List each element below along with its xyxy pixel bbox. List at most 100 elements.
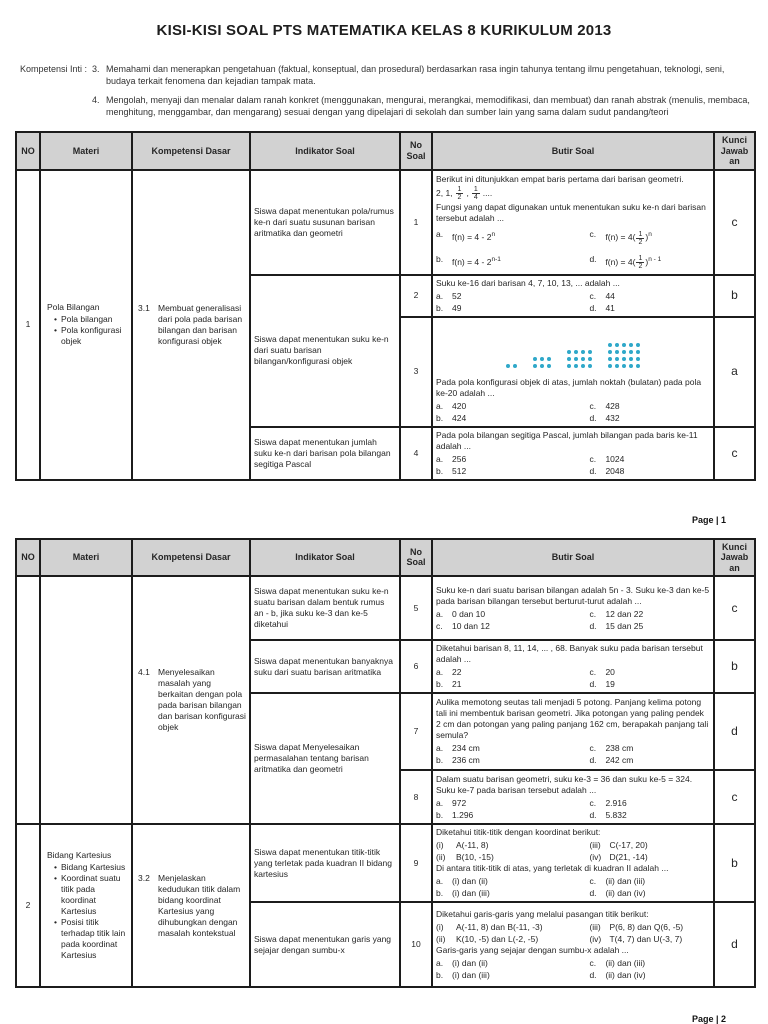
indikator-cell: Siswa dapat menentukan jumlah suku ke-n … [249, 425, 401, 481]
materi-cell: Bidang Kartesius • Bidang Kartesius • Koor… [39, 823, 133, 988]
question-text: Di antara titik-titik di atas, yang terl… [436, 863, 669, 873]
kisi-kisi-table-page2: NO Materi Kompetensi Dasar Indikator Soa… [15, 537, 756, 988]
option-b: b. f(n) = 4 - 2n-1 [436, 253, 501, 267]
table-row: Siswa dapat menentukan jumlah suku ke-n … [16, 425, 756, 481]
no-soal-cell: 5 [399, 575, 433, 641]
no-soal-cell: 9 [399, 823, 433, 903]
no-soal-cell: 8 [399, 769, 433, 825]
column-header-no: NO [15, 131, 41, 171]
kompetensi-dasar-cell: 3.1 Membuat generalisasi dari pola pada b… [131, 168, 251, 481]
kompetensi-inti-section: Kompetensi Inti : 3. Memahami dan menera… [20, 63, 750, 118]
no-soal-cell: 10 [399, 901, 433, 988]
options-grid: a. f(n) = 4 - 2n c. f(n) = 4(1 2)n b. f(n) =… [436, 229, 710, 269]
indikator-cell: Siswa dapat menentukan pola/rumus ke-n d… [249, 168, 401, 276]
table-row: Siswa dapat menentukan garis yang sejaja… [16, 901, 756, 988]
butir-soal-cell: Pada pola konfigurasi objek di atas, jum… [431, 315, 715, 428]
question-text: Garis-garis yang sejajar dengan sumbu-x … [436, 944, 629, 955]
no-soal-cell: 3 [399, 315, 433, 428]
column-header-kunci: Kunci Jawab an [713, 537, 756, 577]
column-header-materi: Materi [39, 537, 133, 577]
kisi-kisi-table-page1: NO Materi Kompetensi Dasar Indikator Soa… [15, 131, 756, 481]
options-grid: a. (i) dan (ii) c. (ii) dan (iii) b. (i) da… [436, 876, 646, 898]
kunci-jawaban-cell: c [713, 769, 756, 825]
option-a: a. f(n) = 4 - 2n [436, 229, 496, 243]
options-grid: a. (i) dan (ii) c. (ii) dan (iii) b. (i) da… [436, 957, 646, 980]
no-soal-cell: 7 [399, 692, 433, 771]
question-text: Pada pola konfigurasi objek di atas, jum… [436, 376, 702, 398]
no-soal-cell: 6 [399, 639, 433, 694]
kunci-jawaban-cell: c [713, 575, 756, 641]
materi-item: • Pola konfigurasi objek [54, 325, 122, 346]
options-grid: a. 420 c. 428 b. 424 d. 432 [436, 400, 620, 423]
table-row: 3 Pada pola konfigurasi objek di atas, j… [16, 315, 756, 428]
question-text: Aulika memotong seutas tali menjadi 5 po… [436, 697, 709, 740]
kompetensi-inti-label: Kompetensi Inti : [20, 64, 88, 74]
kunci-jawaban-cell: d [713, 901, 756, 988]
indikator-cell: Siswa dapat menentukan garis yang sejaja… [249, 901, 401, 988]
kunci-jawaban-cell: b [713, 273, 756, 318]
indikator-cell: Siswa dapat menentukan suku ke-n suatu b… [249, 575, 401, 641]
table-row: Siswa dapat menentukan suku ke-n dari su… [16, 273, 756, 428]
butir-soal-cell: Dalam suatu barisan geometri, suku ke-3 … [431, 769, 715, 825]
question-text: Diketahui titik-titik dengan koordinat b… [436, 827, 601, 837]
option-c: c. f(n) = 4(1 2)n [589, 229, 652, 246]
column-header-butir-soal: Butir Soal [431, 131, 715, 171]
column-header-materi: Materi [39, 131, 133, 171]
option-d: d. f(n) = 4(1 2)n - 1 [589, 253, 662, 270]
table-row: 2 Bidang Kartesius • Bidang Kartesius • Ko… [15, 823, 756, 988]
page-footer: Page | 2 [691, 1014, 726, 1024]
kompetensi-inti-item: 3. Memahami dan menerapkan pengetahuan (… [92, 64, 725, 86]
butir-soal-cell: Suku ke-16 dari barisan 4, 7, 10, 13, ..… [431, 273, 715, 318]
column-header-indikator: Indikator Soal [249, 537, 401, 577]
butir-soal-cell: Berikut ini ditunjukkan empat baris pert… [431, 168, 715, 276]
butir-soal-cell: Pada pola bilangan segitiga Pascal, juml… [431, 425, 715, 481]
question-text: Diketahui garis-garis yang melalui pasan… [436, 908, 649, 919]
points-grid: (i) A(-11, 8) dan B(-11, -3) (iii) P(6, 8)… [436, 921, 684, 944]
question-text: Suku ke-n dari suatu barisan bilangan ad… [436, 584, 710, 606]
kompetensi-dasar-cell: 4.1 Menyelesaikan masalah yang berkaitan … [131, 575, 251, 825]
page-title: KISI-KISI SOAL PTS MATEMATIKA KELAS 8 KU… [156, 22, 612, 39]
dot-pattern-figure [436, 326, 710, 368]
butir-soal-cell: Suku ke-n dari suatu barisan bilangan ad… [431, 575, 715, 641]
materi-item: • Posisi titik terhadap titik lain pada k… [54, 917, 126, 960]
butir-soal-cell: Diketahui titik-titik dengan koordinat b… [431, 823, 715, 903]
column-header-kompetensi-dasar: Kompetensi Dasar [131, 537, 251, 577]
kunci-jawaban-cell: d [713, 692, 756, 771]
column-header-butir-soal: Butir Soal [431, 537, 715, 577]
question-text: Berikut ini ditunjukkan empat baris pert… [436, 174, 684, 185]
options-grid: a. 22 c. 20 b. 21 d. 19 [436, 667, 615, 689]
options-grid: a. 256 c. 1024 b. 512 d. 2048 [436, 453, 625, 476]
row-number-cell: 2 [15, 823, 41, 988]
indikator-cell: Siswa dapat menentukan suku ke-n dari su… [249, 273, 401, 428]
options-grid: a. 52 c. 44 b. 49 d. 41 [436, 290, 615, 313]
materi-item: • Pola bilangan [54, 314, 113, 324]
table-row: 1 Pola Bilangan • Pola bilangan • Pola kon… [15, 168, 756, 481]
no-soal-cell: 2 [399, 273, 433, 318]
no-soal-cell: 4 [399, 425, 433, 481]
column-header-no: NO [15, 537, 41, 577]
no-soal-cell: 1 [399, 168, 433, 276]
kompetensi-dasar-cell: 3.2 Menjelaskan kedudukan titik dalam bid… [131, 823, 251, 988]
column-header-kompetensi-dasar: Kompetensi Dasar [131, 131, 251, 171]
indikator-cell: Siswa dapat menentukan banyaknya suku da… [249, 639, 401, 694]
points-grid: (i) A(-11, 8) (iii) C(-17, 20) (ii) B(10, -… [436, 840, 648, 862]
table-header-row: NO Materi Kompetensi Dasar Indikator Soa… [15, 537, 756, 577]
kunci-jawaban-cell: c [713, 168, 756, 276]
row-number-cell: 1 [15, 168, 41, 481]
column-header-no-soal: No Soal [399, 537, 433, 577]
table-row: 4.1 Menyelesaikan masalah yang berkaitan … [15, 575, 756, 825]
column-header-kunci: Kunci Jawab an [713, 131, 756, 171]
indikator-cell: Siswa dapat Menyelesaikan permasalahan t… [249, 692, 401, 825]
kunci-jawaban-cell: b [713, 639, 756, 694]
butir-soal-cell: Aulika memotong seutas tali menjadi 5 po… [431, 692, 715, 771]
kunci-jawaban-cell: b [713, 823, 756, 903]
table-row: 8 Dalam suatu barisan geometri, suku ke-… [16, 769, 756, 825]
kunci-jawaban-cell: c [713, 425, 756, 481]
materi-item: • Koordinat suatu titik pada koordinat Ka… [54, 873, 121, 916]
page-footer: Page | 1 [691, 514, 726, 525]
materi-cell [39, 575, 133, 825]
